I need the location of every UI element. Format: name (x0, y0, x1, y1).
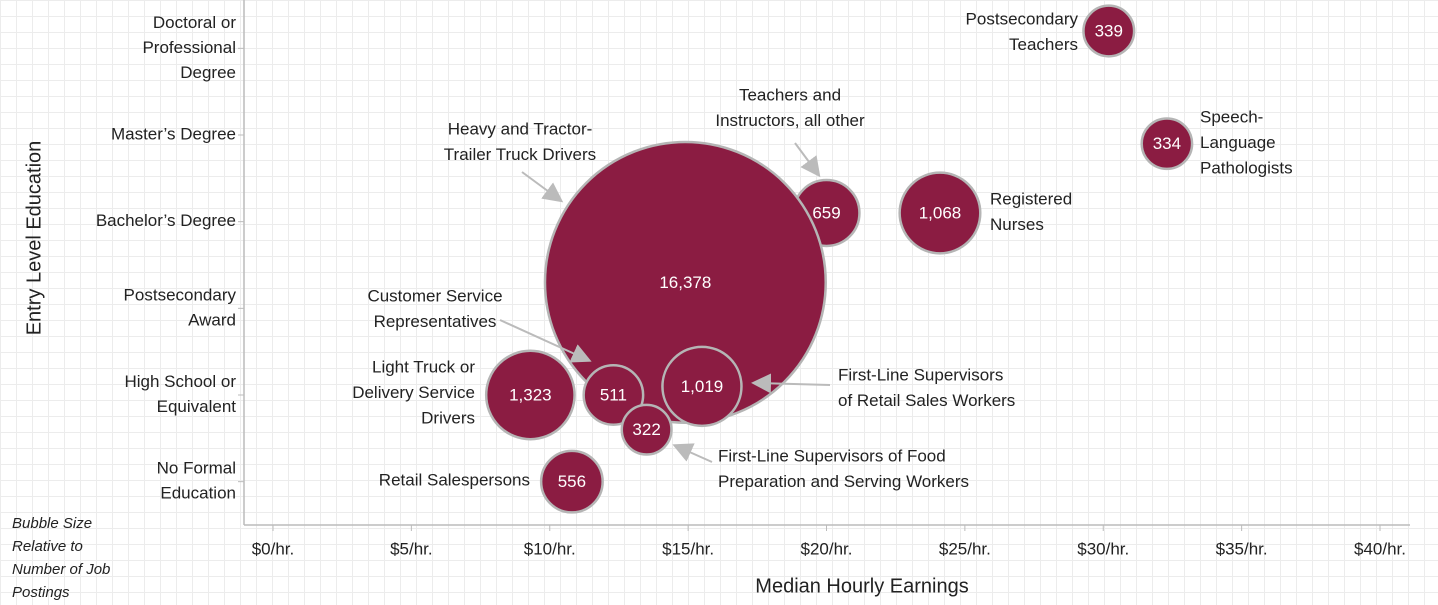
x-tick-label: $10/hr. (524, 539, 576, 558)
x-tick-label: $30/hr. (1077, 539, 1129, 558)
bubble (484, 349, 576, 441)
x-tick-label: $20/hr. (801, 539, 853, 558)
bubble (1082, 4, 1136, 58)
y-tick-label: Professional (142, 38, 236, 57)
y-tick-label: Doctoral or (153, 13, 236, 32)
x-tick-label: $40/hr. (1354, 539, 1406, 558)
bubble (582, 364, 645, 426)
data-label: 1,323 (509, 385, 552, 404)
y-tick-label: Equivalent (157, 397, 237, 416)
point-label: Retail Salespersons (379, 470, 530, 489)
point-label: First-Line Supervisors (838, 365, 1003, 384)
data-label: 1,019 (681, 377, 724, 396)
annotation-arrow (794, 142, 821, 178)
annotation-arrow (521, 171, 564, 203)
point-label: Trailer Truck Drivers (444, 145, 596, 164)
point-label: of Retail Sales Workers (838, 391, 1015, 410)
bubble (620, 403, 673, 456)
annotation-arrow (672, 443, 713, 463)
size-note: Relative to (12, 538, 83, 555)
data-label: 1,068 (919, 203, 962, 222)
bubble (1140, 117, 1194, 171)
data-label: 659 (812, 203, 840, 222)
data-label: 16,378 (659, 273, 711, 292)
size-note: Number of Job (12, 561, 110, 578)
y-tick-label: Degree (180, 63, 236, 82)
size-note: Postings (12, 584, 70, 601)
data-label: 556 (558, 472, 586, 491)
y-tick-label: Bachelor’s Degree (96, 211, 236, 230)
bubble (539, 449, 604, 514)
size-note: Bubble Size (12, 515, 92, 532)
annotation-arrow (499, 319, 592, 363)
point-label: Speech- (1200, 107, 1263, 126)
x-tick-label: $25/hr. (939, 539, 991, 558)
point-label: Pathologists (1200, 158, 1293, 177)
point-label: Registered (990, 189, 1072, 208)
point-label: Light Truck or (372, 357, 475, 376)
point-label: Heavy and Tractor- (448, 119, 593, 138)
point-label: Instructors, all other (715, 111, 865, 130)
y-tick-label: No Formal (157, 459, 236, 478)
point-label: Postsecondary (966, 9, 1079, 28)
x-tick-label: $35/hr. (1216, 539, 1268, 558)
point-label: First-Line Supervisors of Food (718, 446, 946, 465)
x-axis-title: Median Hourly Earnings (755, 575, 968, 597)
point-label: Teachers and (739, 85, 841, 104)
point-label: Representatives (374, 312, 497, 331)
point-label: Delivery Service (352, 383, 475, 402)
data-label: 334 (1153, 134, 1181, 153)
annotation-arrow (751, 373, 831, 394)
x-tick-label: $15/hr. (662, 539, 714, 558)
y-tick-label: Master’s Degree (111, 124, 236, 143)
point-label: Language (1200, 133, 1276, 152)
point-label: Preparation and Serving Workers (718, 472, 969, 491)
point-label: Teachers (1009, 35, 1078, 54)
data-label: 511 (600, 385, 627, 404)
x-tick-label: $0/hr. (252, 539, 295, 558)
point-label: Drivers (421, 408, 475, 427)
bubble (661, 345, 743, 428)
data-label: 339 (1095, 21, 1123, 40)
y-tick-label: Education (160, 484, 236, 503)
y-tick-label: High School or (124, 372, 236, 391)
point-label: Customer Service (367, 286, 502, 305)
data-label: 322 (632, 420, 660, 439)
y-axis-title: Entry Level Education (23, 141, 45, 336)
x-tick-label: $5/hr. (390, 539, 433, 558)
y-tick-label: Postsecondary (124, 285, 237, 304)
y-tick-label: Award (188, 310, 236, 329)
bubble (898, 171, 982, 255)
point-label: Nurses (990, 215, 1044, 234)
